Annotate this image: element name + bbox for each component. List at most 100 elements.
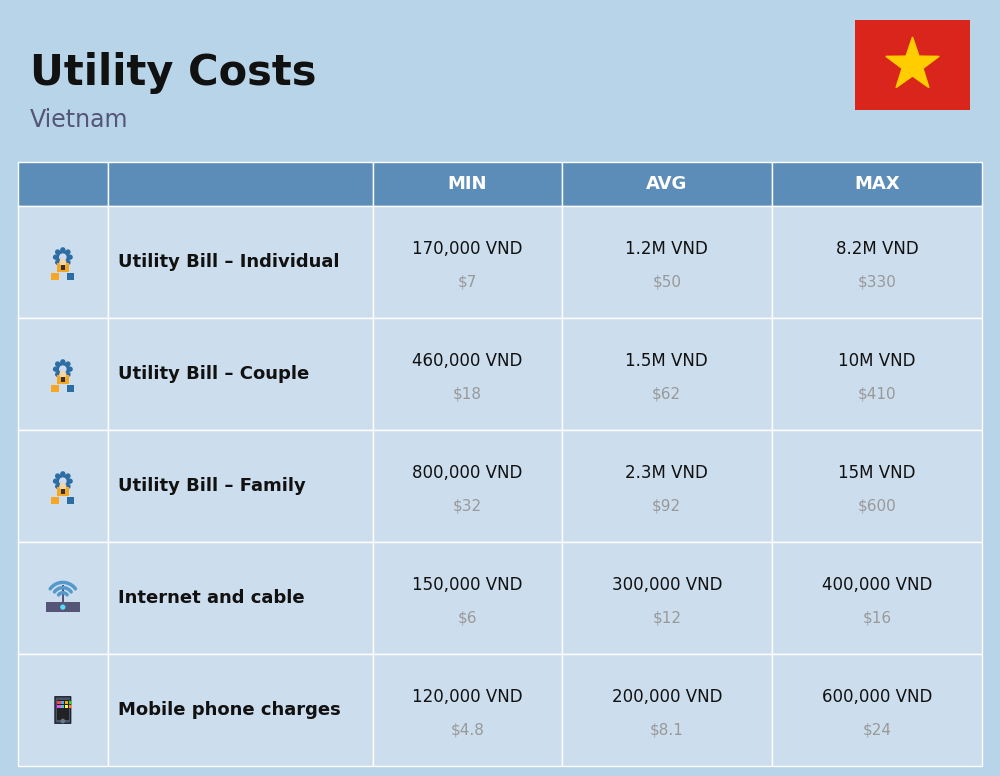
Bar bbox=[108, 654, 373, 766]
Circle shape bbox=[61, 248, 65, 252]
Text: $62: $62 bbox=[652, 386, 681, 402]
Circle shape bbox=[54, 367, 58, 371]
Circle shape bbox=[61, 472, 65, 476]
Bar bbox=[772, 206, 982, 318]
Bar bbox=[772, 542, 982, 654]
Bar bbox=[57, 705, 61, 708]
Circle shape bbox=[66, 260, 70, 265]
Bar bbox=[373, 318, 562, 430]
Bar bbox=[562, 654, 772, 766]
Circle shape bbox=[61, 719, 65, 722]
Circle shape bbox=[61, 360, 65, 364]
Circle shape bbox=[66, 484, 70, 488]
Bar bbox=[51, 385, 59, 392]
Circle shape bbox=[60, 260, 66, 265]
Text: $92: $92 bbox=[652, 499, 681, 514]
Text: 8.2M VND: 8.2M VND bbox=[836, 240, 918, 258]
Bar bbox=[65, 701, 68, 704]
Circle shape bbox=[68, 479, 72, 483]
Bar bbox=[772, 430, 982, 542]
Circle shape bbox=[66, 372, 70, 376]
Bar bbox=[373, 206, 562, 318]
Bar bbox=[108, 318, 373, 430]
Text: $600: $600 bbox=[858, 499, 896, 514]
Bar bbox=[562, 430, 772, 542]
Text: 200,000 VND: 200,000 VND bbox=[612, 688, 722, 705]
Text: Vietnam: Vietnam bbox=[30, 108, 128, 132]
Circle shape bbox=[61, 605, 65, 609]
Text: 170,000 VND: 170,000 VND bbox=[412, 240, 522, 258]
Bar bbox=[18, 542, 108, 654]
Circle shape bbox=[57, 251, 69, 263]
Bar bbox=[61, 705, 64, 708]
Bar bbox=[18, 430, 108, 542]
Circle shape bbox=[66, 362, 70, 366]
Text: 400,000 VND: 400,000 VND bbox=[822, 576, 932, 594]
Bar bbox=[373, 162, 562, 206]
Circle shape bbox=[60, 483, 66, 490]
Bar bbox=[61, 490, 65, 494]
Bar bbox=[772, 318, 982, 430]
Text: Mobile phone charges: Mobile phone charges bbox=[118, 701, 340, 719]
Bar bbox=[61, 377, 65, 382]
Text: 800,000 VND: 800,000 VND bbox=[412, 463, 522, 482]
Text: $6: $6 bbox=[457, 611, 477, 625]
Circle shape bbox=[61, 262, 65, 266]
Circle shape bbox=[56, 260, 60, 265]
Bar bbox=[69, 701, 72, 704]
Circle shape bbox=[60, 478, 66, 484]
Text: $50: $50 bbox=[652, 275, 681, 289]
Text: $24: $24 bbox=[862, 722, 891, 738]
Circle shape bbox=[61, 487, 65, 490]
Bar bbox=[108, 542, 373, 654]
Bar bbox=[562, 206, 772, 318]
Text: 1.5M VND: 1.5M VND bbox=[625, 352, 708, 369]
Text: Utility Bill – Individual: Utility Bill – Individual bbox=[118, 253, 339, 271]
Text: MAX: MAX bbox=[854, 175, 900, 193]
Circle shape bbox=[57, 363, 69, 376]
Bar bbox=[562, 542, 772, 654]
Bar bbox=[772, 654, 982, 766]
Text: $32: $32 bbox=[453, 499, 482, 514]
Bar bbox=[61, 265, 65, 270]
Circle shape bbox=[66, 250, 70, 254]
Bar bbox=[67, 497, 74, 504]
Bar bbox=[772, 162, 982, 206]
Bar bbox=[57, 701, 61, 704]
Bar bbox=[62, 585, 64, 601]
Circle shape bbox=[54, 255, 58, 259]
Circle shape bbox=[60, 254, 66, 260]
Bar bbox=[373, 542, 562, 654]
Bar bbox=[51, 273, 59, 280]
Circle shape bbox=[57, 475, 69, 487]
Text: 300,000 VND: 300,000 VND bbox=[612, 576, 722, 594]
Bar bbox=[46, 601, 80, 612]
Text: AVG: AVG bbox=[646, 175, 687, 193]
Bar bbox=[562, 162, 772, 206]
Text: $330: $330 bbox=[857, 275, 896, 289]
Circle shape bbox=[60, 366, 66, 372]
Text: Internet and cable: Internet and cable bbox=[118, 589, 304, 607]
Text: $12: $12 bbox=[652, 611, 681, 625]
Bar bbox=[373, 654, 562, 766]
Bar bbox=[562, 318, 772, 430]
Bar bbox=[65, 705, 68, 708]
Circle shape bbox=[56, 474, 60, 478]
Circle shape bbox=[66, 474, 70, 478]
FancyBboxPatch shape bbox=[55, 697, 71, 723]
Text: 1.2M VND: 1.2M VND bbox=[625, 240, 708, 258]
Circle shape bbox=[56, 362, 60, 366]
Text: $8.1: $8.1 bbox=[650, 722, 684, 738]
Text: $4.8: $4.8 bbox=[450, 722, 484, 738]
Text: Utility Costs: Utility Costs bbox=[30, 52, 316, 94]
Text: $410: $410 bbox=[858, 386, 896, 402]
Text: 2.3M VND: 2.3M VND bbox=[625, 463, 708, 482]
Bar bbox=[108, 206, 373, 318]
Bar bbox=[18, 654, 108, 766]
Bar bbox=[61, 701, 64, 704]
Circle shape bbox=[68, 367, 72, 371]
Bar bbox=[18, 318, 108, 430]
Bar bbox=[69, 705, 72, 708]
Text: Utility Bill – Couple: Utility Bill – Couple bbox=[118, 365, 309, 383]
Bar bbox=[18, 162, 108, 206]
